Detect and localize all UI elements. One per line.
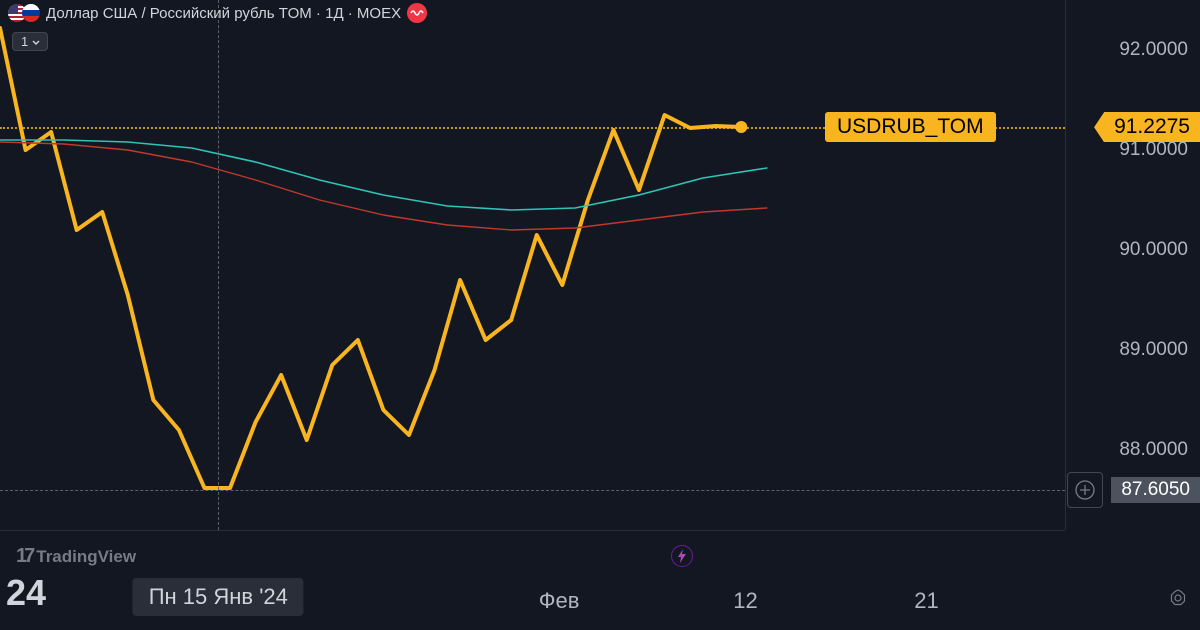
gear-icon [1169, 589, 1187, 607]
chart-header: Доллар США / Российский рубль TOM · 1Д ·… [0, 0, 1200, 26]
indicator-wave-icon [407, 3, 427, 23]
current-price-badge: 91.2275 [1104, 112, 1200, 142]
price-tick: 89.0000 [1119, 339, 1188, 361]
chevron-down-icon [31, 37, 41, 47]
price-tick: 92.0000 [1119, 39, 1188, 61]
time-tick: Фев [539, 588, 580, 614]
price-tick: 91.0000 [1119, 139, 1188, 161]
time-tick-year: 24 [6, 572, 46, 614]
crosshair-horizontal [0, 490, 1065, 491]
crosshair-price-badge: 87.6050 [1111, 477, 1200, 503]
add-indicator-button[interactable] [1067, 472, 1103, 508]
symbol-badge: USDRUB_TOM [825, 112, 996, 142]
settings-button[interactable] [1168, 588, 1188, 608]
price-tick: 88.0000 [1119, 439, 1188, 461]
price-axis[interactable]: 92.0000 91.0000 90.0000 89.0000 88.0000 [1065, 0, 1200, 530]
chart-plot-area[interactable] [0, 0, 1065, 530]
time-tick: 12 [733, 588, 757, 614]
replay-icon[interactable] [671, 545, 693, 567]
interval-dropdown[interactable]: 1 [12, 32, 48, 51]
tradingview-glyph-icon: 17 [16, 545, 32, 568]
price-tick: 90.0000 [1119, 239, 1188, 261]
time-tick: 21 [914, 588, 938, 614]
crosshair-vertical [218, 0, 219, 530]
tradingview-label: TradingView [36, 547, 136, 567]
interval-value: 1 [21, 34, 28, 49]
crosshair-date-tooltip: Пн 15 Янв '24 [133, 578, 304, 616]
flag-icon-ru [22, 4, 40, 22]
instrument-title: Доллар США / Российский рубль TOM · 1Д ·… [46, 5, 401, 22]
plus-icon [1074, 479, 1096, 501]
tradingview-logo: 17 TradingView [16, 545, 136, 568]
